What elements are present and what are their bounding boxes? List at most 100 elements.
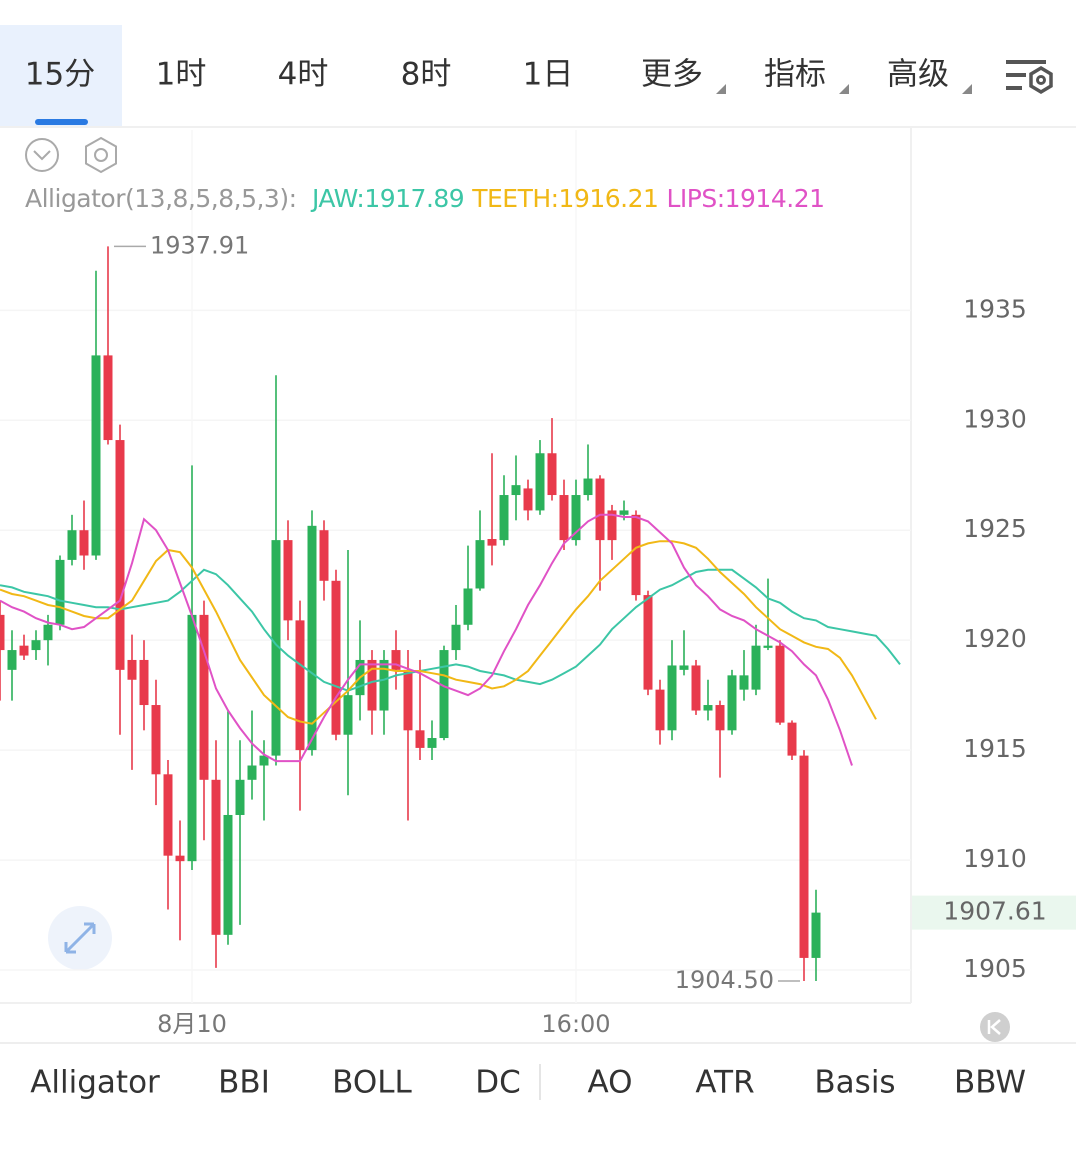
candle-body xyxy=(379,659,389,711)
indicator-tab[interactable]: DC xyxy=(475,1065,521,1101)
timeframe-tab[interactable]: 高级 xyxy=(887,57,949,93)
timeframe-tab[interactable]: 1时 xyxy=(156,57,207,93)
candle-body xyxy=(715,705,725,731)
candle-body xyxy=(571,495,581,541)
indicator-legend: Alligator(13,8,5,8,5,3): JAW:1917.89 TEET… xyxy=(25,184,833,213)
timeframe-tab[interactable]: 更多 xyxy=(641,57,703,93)
dropdown-arrow xyxy=(839,84,849,94)
candle-body xyxy=(0,614,5,651)
candle-body xyxy=(391,650,401,670)
candle-body xyxy=(199,614,209,780)
indicator-tab[interactable]: BBW xyxy=(954,1065,1026,1101)
scroll-latest-button[interactable] xyxy=(980,1012,1010,1042)
candle-body xyxy=(19,645,29,656)
active-tab-underline xyxy=(35,119,88,125)
candle-body xyxy=(523,488,533,511)
dropdown-arrow xyxy=(962,84,972,94)
timeframe-tab[interactable]: 4时 xyxy=(278,57,329,93)
candle-body xyxy=(739,675,749,690)
candle-body xyxy=(175,855,185,862)
timeframe-tab[interactable]: 8时 xyxy=(401,57,452,93)
y-tick-label: 1915 xyxy=(963,734,1027,763)
y-tick-label: 1910 xyxy=(963,844,1027,873)
indicator-tab[interactable]: ATR xyxy=(695,1065,754,1101)
candle-body xyxy=(163,774,173,856)
candle-body xyxy=(427,738,437,748)
x-tick-label: 16:00 xyxy=(541,1010,610,1038)
candle-body xyxy=(499,495,509,541)
candle-body xyxy=(691,665,701,711)
candle-body xyxy=(799,755,809,958)
candle-body xyxy=(763,645,773,648)
candle-body xyxy=(223,814,233,935)
candle-body xyxy=(211,779,221,935)
candle-body xyxy=(31,640,41,651)
indicator-settings-icon[interactable] xyxy=(85,136,117,174)
indicator-tab[interactable]: BBI xyxy=(218,1065,270,1101)
candle-body xyxy=(343,695,353,735)
candle-body xyxy=(451,624,461,651)
indicator-tab[interactable]: Alligator xyxy=(30,1065,160,1101)
indicator-tab[interactable]: AO xyxy=(587,1065,632,1101)
alligator-line xyxy=(0,540,877,725)
timeframe-tab[interactable]: 1日 xyxy=(523,57,574,93)
candles xyxy=(0,246,821,982)
candle-body xyxy=(271,540,281,756)
y-tick-label: 1930 xyxy=(963,404,1027,433)
candle-body xyxy=(619,510,629,515)
candle-body xyxy=(463,588,473,625)
active-tab-bg xyxy=(0,25,122,126)
candle-body xyxy=(403,669,413,731)
timeframe-tab[interactable]: 指标 xyxy=(764,57,826,93)
candle-body xyxy=(775,645,785,723)
candle-body xyxy=(43,624,53,641)
candle-body xyxy=(367,659,377,711)
indicator-tab[interactable]: BOLL xyxy=(332,1065,412,1101)
candle-body xyxy=(631,514,641,596)
candle-body xyxy=(439,650,449,739)
candle-body xyxy=(583,478,593,496)
legend-entry: LIPS:1914.21 xyxy=(666,184,825,213)
candle-body xyxy=(115,440,125,670)
candle-body xyxy=(7,650,17,670)
candle-body xyxy=(703,705,713,711)
candle-body xyxy=(607,510,617,541)
candle-body xyxy=(751,645,761,690)
last-price-label: 1907.61 xyxy=(943,897,1046,926)
expand-button[interactable] xyxy=(48,906,112,970)
candle-body xyxy=(475,540,485,589)
candle-body xyxy=(535,453,545,511)
legend-entry: JAW:1917.89 xyxy=(311,184,465,213)
y-tick-label: 1935 xyxy=(963,294,1027,323)
candle-body xyxy=(103,355,113,441)
candle-body xyxy=(655,689,665,731)
candle-body xyxy=(331,580,341,735)
candle-body xyxy=(295,620,305,751)
y-tick-label: 1920 xyxy=(963,624,1027,653)
collapse-icon[interactable] xyxy=(25,138,59,172)
indicator-tab[interactable]: Basis xyxy=(814,1065,895,1101)
candle-body xyxy=(727,675,737,731)
candle-body xyxy=(487,539,497,546)
settings-icon[interactable] xyxy=(1006,60,1053,95)
candle-body xyxy=(511,485,521,496)
candle-body xyxy=(307,525,317,751)
candle-body xyxy=(595,478,605,541)
y-tick-label: 1905 xyxy=(963,954,1027,983)
candle-body xyxy=(667,665,677,731)
legend-entry: TEETH:1916.21 xyxy=(472,184,659,213)
x-tick-label: 8月10 xyxy=(157,1010,227,1038)
timeframe-tab[interactable]: 15分 xyxy=(25,57,95,93)
candle-body xyxy=(235,779,245,815)
high-marker-label: 1937.91 xyxy=(150,231,249,259)
candle-body xyxy=(811,912,821,958)
alligator-line xyxy=(0,513,853,766)
candle-body xyxy=(67,530,77,560)
candle-body xyxy=(151,705,161,775)
candle-body xyxy=(547,453,557,496)
last-price-bg xyxy=(912,895,1076,930)
candle-body xyxy=(787,722,797,756)
candle-body xyxy=(187,614,197,862)
